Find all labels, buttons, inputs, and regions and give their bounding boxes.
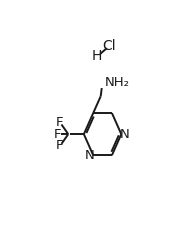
Text: F: F (54, 128, 61, 141)
Text: H: H (92, 49, 102, 63)
Text: F: F (56, 116, 63, 129)
Text: N: N (120, 128, 130, 141)
Text: N: N (85, 149, 94, 162)
Text: NH₂: NH₂ (105, 76, 130, 89)
Text: Cl: Cl (103, 39, 116, 53)
Text: F: F (56, 139, 63, 152)
